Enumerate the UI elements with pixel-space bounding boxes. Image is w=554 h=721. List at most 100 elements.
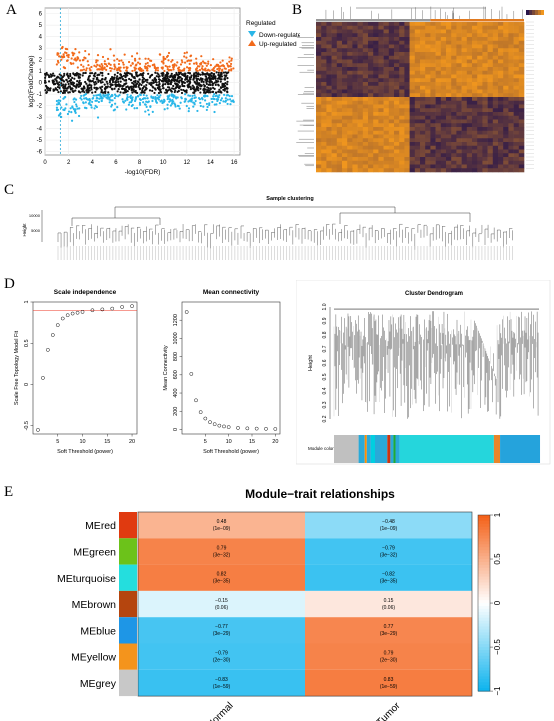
heatmap-cell: [420, 48, 426, 53]
heatmap-cell: [352, 85, 358, 90]
heatmap-cell: [362, 157, 369, 162]
heatmap-cell: [435, 37, 442, 42]
neutral-point: [183, 74, 187, 77]
heatmap-cell: [456, 25, 462, 30]
heatmap-cell: [399, 63, 405, 68]
neutral-point: [211, 86, 215, 90]
heatmap-cell: [513, 112, 520, 117]
heatmap-cell: [425, 123, 431, 128]
heatmap-cell: [414, 67, 421, 72]
heatmap-cell: [362, 108, 369, 113]
data-point: [226, 425, 231, 429]
heatmap-cell: [503, 63, 509, 68]
heatmap-cell: [378, 55, 384, 60]
heatmap-cell: [352, 112, 358, 117]
heatmap-cell: [373, 70, 379, 75]
colorbar-cell: [478, 541, 490, 545]
colorbar-tick-label: −1: [493, 686, 502, 696]
neutral-point: [196, 77, 200, 81]
heatmap-cell: [456, 52, 462, 57]
heatmap-cell: [394, 25, 400, 30]
heatmap-cell: [435, 164, 442, 169]
x-tick-label: 15: [104, 439, 110, 445]
down-point: [224, 100, 227, 103]
up-point: [100, 68, 103, 71]
neutral-point: [117, 83, 120, 86]
heatmap-cell: [378, 70, 384, 75]
heatmap-cell: [409, 85, 416, 90]
heatmap-cell: [477, 160, 483, 165]
heatmap-cell: [414, 82, 421, 87]
down-point: [108, 101, 111, 104]
heatmap-cell: [425, 138, 431, 143]
heatmap-cell: [383, 168, 390, 173]
heatmap-cell: [388, 52, 395, 57]
heatmap-cell: [362, 74, 369, 79]
heatmap-cell: [420, 78, 426, 83]
down-point: [213, 110, 216, 114]
heatmap-cell: [414, 85, 421, 90]
heatmap-cell: [399, 157, 405, 162]
up-point: [112, 54, 116, 57]
heatmap-cell: [508, 44, 514, 49]
heatmap-cell: [399, 123, 405, 128]
heatmap-cell: [440, 85, 447, 90]
heatmap-cell: [446, 78, 452, 83]
heatmap-cell: [373, 67, 379, 72]
heatmap-cell: [352, 29, 358, 34]
neutral-point: [135, 73, 138, 76]
panel-letter-c: C: [4, 182, 15, 198]
heatmap-cell: [373, 63, 379, 68]
neutral-point: [193, 75, 196, 79]
heatmap-cell: [321, 138, 327, 143]
heatmap-cell: [518, 52, 525, 57]
down-point: [199, 101, 202, 104]
heatmap-cell: [331, 164, 338, 169]
heatmap-cell: [336, 33, 343, 38]
neutral-point: [80, 87, 83, 90]
heatmap-cell: [352, 25, 358, 30]
heatmap-cell: [336, 100, 343, 105]
heatmap-cell: [492, 153, 499, 158]
heatmap-cell: [342, 153, 348, 158]
heatmap-cell: [352, 55, 358, 60]
heatmap-cell: [513, 55, 520, 60]
colorbar-cell: [478, 611, 490, 616]
up-point: [163, 69, 166, 73]
neutral-point: [208, 81, 211, 84]
heatmap-cell: [440, 123, 447, 128]
heatmap-cell: [394, 130, 400, 135]
heatmap-cell: [336, 149, 343, 154]
down-point: [63, 108, 66, 112]
heatmap-cell: [435, 168, 442, 173]
heatmap-cell: [399, 29, 405, 34]
heatmap-cell: [513, 97, 520, 102]
heatmap-cell: [503, 123, 509, 128]
up-point: [221, 68, 224, 71]
heatmap-cell: [368, 59, 374, 64]
neutral-point: [188, 71, 191, 75]
heatmap-cell: [430, 160, 436, 165]
up-point: [201, 60, 205, 63]
heatmap-cell: [456, 115, 462, 120]
down-point: [196, 109, 199, 113]
colorkey-cell: [541, 10, 544, 15]
neutral-point: [130, 85, 133, 88]
trait-cell: [305, 617, 472, 644]
heatmap-cell: [477, 138, 483, 143]
heatmap-cell: [326, 33, 332, 38]
neutral-point: [159, 91, 163, 94]
heatmap-cell: [316, 127, 322, 132]
heatmap-cell: [342, 44, 348, 49]
heatmap-cell: [347, 119, 353, 124]
data-point: [36, 428, 40, 432]
heatmap-cell: [466, 70, 473, 75]
neutral-point: [73, 85, 77, 88]
heatmap-cell: [451, 74, 457, 79]
heatmap-cell: [321, 37, 327, 42]
up-point: [183, 51, 186, 55]
heatmap-cell: [331, 59, 338, 64]
heatmap-cell: [394, 160, 400, 165]
heatmap-cell: [388, 93, 395, 98]
